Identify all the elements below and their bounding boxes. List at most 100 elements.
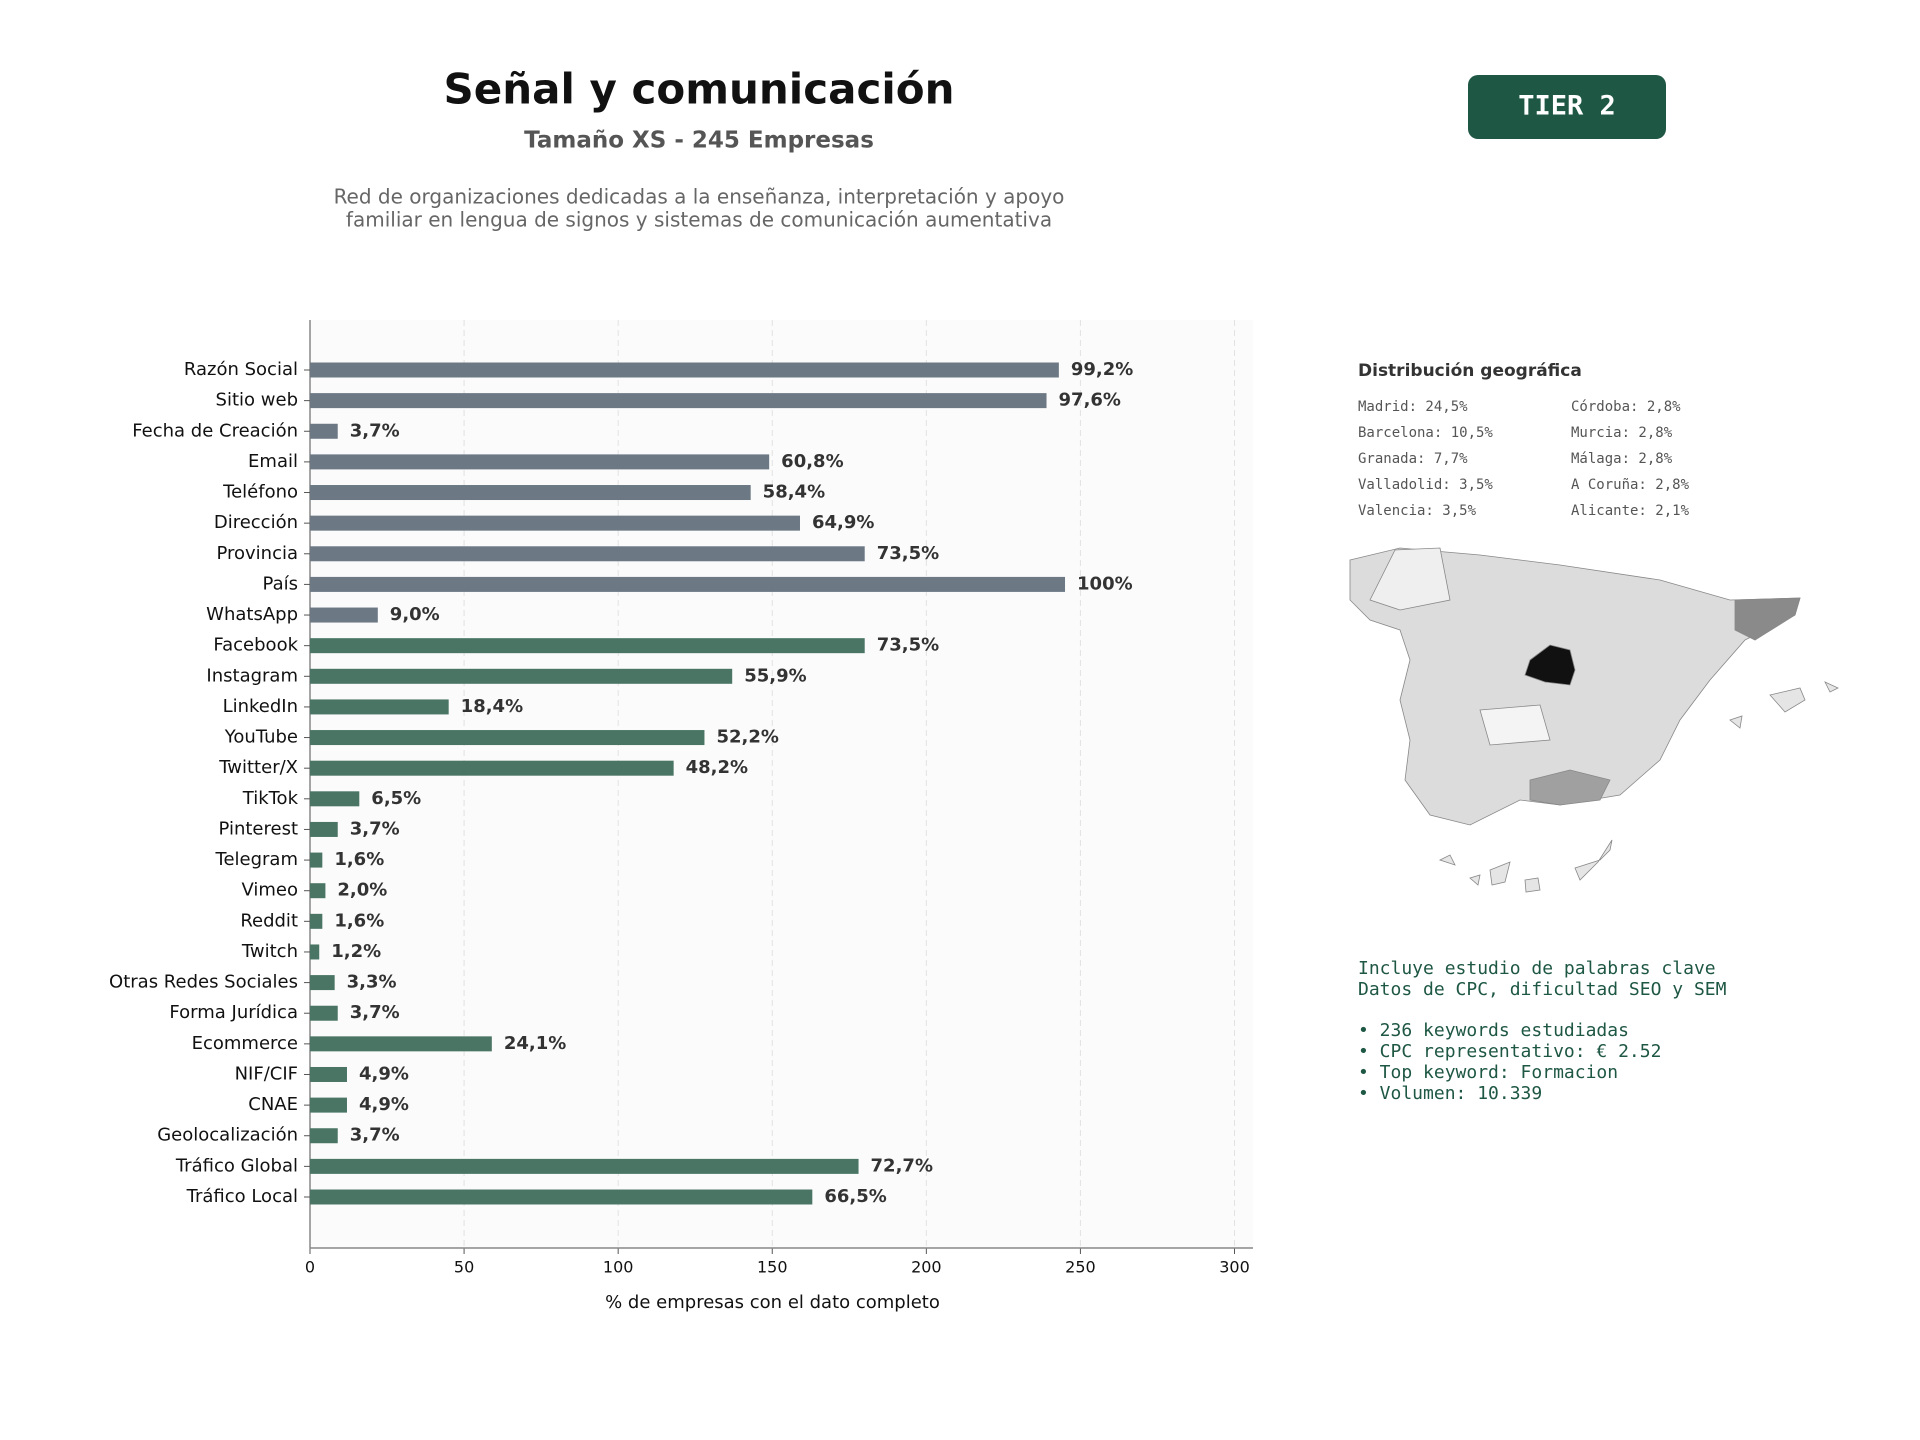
geo-item: Córdoba: 2,8% <box>1571 399 1681 415</box>
bar <box>310 821 338 837</box>
bar <box>310 944 320 960</box>
bar <box>310 975 335 991</box>
bar <box>310 1128 338 1144</box>
y-tick-label: Facebook <box>213 635 298 656</box>
y-tick-label: Vimeo <box>241 880 298 901</box>
bar <box>310 668 733 684</box>
bar <box>310 546 865 562</box>
y-tick-label: Teléfono <box>222 482 298 503</box>
value-label: 48,2% <box>686 757 748 778</box>
bar <box>310 607 378 623</box>
geo-item: Barcelona: 10,5% <box>1358 425 1493 441</box>
y-tick-label: Tráfico Global <box>175 1155 298 1176</box>
bar <box>310 485 751 501</box>
y-tick-label: YouTube <box>224 727 298 748</box>
y-tick-label: CNAE <box>248 1094 298 1115</box>
y-tick-label: País <box>263 573 298 594</box>
value-label: 1,2% <box>331 941 381 962</box>
y-tick-label: Instagram <box>206 665 298 686</box>
value-label: 3,7% <box>350 818 400 839</box>
x-tick-label: 250 <box>1065 1258 1096 1277</box>
y-tick-label: LinkedIn <box>223 696 298 717</box>
y-tick-label: Provincia <box>216 543 298 564</box>
value-label: 24,1% <box>504 1033 566 1054</box>
geo-title: Distribución geográfica <box>1358 361 1582 381</box>
y-tick-label: Twitch <box>241 941 298 962</box>
x-tick-label: 200 <box>911 1258 942 1277</box>
keyword-bullet: • 236 keywords estudiadas <box>1358 1020 1629 1041</box>
plot-background <box>310 320 1253 1248</box>
geo-item: Granada: 7,7% <box>1358 451 1468 467</box>
y-tick-label: Twitter/X <box>218 757 298 778</box>
tier-label: TIER 2 <box>1518 91 1616 122</box>
value-label: 1,6% <box>334 849 384 870</box>
description: familiar en lengua de signos y sistemas … <box>346 208 1052 232</box>
keyword-note: Incluye estudio de palabras clave <box>1358 958 1716 979</box>
bar <box>310 362 1059 378</box>
y-tick-label: TikTok <box>242 788 299 809</box>
y-tick-label: NIF/CIF <box>235 1063 298 1084</box>
value-label: 9,0% <box>390 604 440 625</box>
keyword-bullet: • Top keyword: Formacion <box>1358 1062 1618 1083</box>
description: Red de organizaciones dedicadas a la ens… <box>334 185 1065 209</box>
map-island <box>1438 839 1613 893</box>
geo-item: A Coruña: 2,8% <box>1571 477 1690 493</box>
y-tick-label: Geolocalización <box>157 1125 298 1146</box>
value-label: 6,5% <box>371 788 421 809</box>
x-tick-label: 300 <box>1219 1258 1250 1277</box>
y-tick-label: Razón Social <box>184 359 298 380</box>
y-tick-label: WhatsApp <box>206 604 298 625</box>
map-region <box>1369 547 1451 611</box>
map-region <box>1524 644 1576 686</box>
value-label: 4,9% <box>359 1094 409 1115</box>
value-label: 1,6% <box>334 910 384 931</box>
value-label: 73,5% <box>877 543 939 564</box>
value-label: 100% <box>1077 573 1133 594</box>
bar <box>310 454 770 470</box>
map-region <box>1529 769 1611 806</box>
x-tick-label: 150 <box>757 1258 788 1277</box>
map <box>1349 547 1839 893</box>
bar <box>310 852 323 868</box>
geo-item: Alicante: 2,1% <box>1571 503 1690 519</box>
keyword-bullet: • CPC representativo: € 2.52 <box>1358 1041 1661 1062</box>
map-island <box>1729 715 1743 729</box>
bar <box>310 1097 347 1113</box>
map-island <box>1769 687 1806 713</box>
bar <box>310 423 338 439</box>
chart-title: Señal y comunicación <box>444 65 955 114</box>
keyword-note: Datos de CPC, dificultad SEO y SEM <box>1358 979 1727 1000</box>
y-tick-label: Reddit <box>240 910 298 931</box>
value-label: 66,5% <box>824 1186 886 1207</box>
value-label: 55,9% <box>744 665 806 686</box>
value-label: 58,4% <box>763 482 825 503</box>
bar <box>310 1066 347 1082</box>
value-label: 3,7% <box>350 1125 400 1146</box>
y-tick-label: Forma Jurídica <box>169 1002 298 1023</box>
y-tick-label: Fecha de Creación <box>132 420 298 441</box>
y-tick-label: Pinterest <box>218 818 298 839</box>
geo-item: Valladolid: 3,5% <box>1358 477 1493 493</box>
geo-item: Valencia: 3,5% <box>1358 503 1477 519</box>
bar <box>310 1189 813 1205</box>
value-label: 3,7% <box>350 1002 400 1023</box>
bar <box>310 730 705 746</box>
y-tick-label: Telegram <box>215 849 298 870</box>
y-tick-label: Otras Redes Sociales <box>109 972 298 993</box>
bar <box>310 913 323 929</box>
bar <box>310 699 449 715</box>
value-label: 97,6% <box>1059 390 1121 411</box>
value-label: 18,4% <box>461 696 523 717</box>
x-axis-label: % de empresas con el dato completo <box>605 1292 940 1313</box>
bar <box>310 1158 859 1174</box>
y-tick-label: Email <box>248 451 298 472</box>
value-label: 52,2% <box>716 727 778 748</box>
value-label: 72,7% <box>871 1155 933 1176</box>
x-tick-label: 100 <box>603 1258 634 1277</box>
chart-subtitle: Tamaño XS - 245 Empresas <box>524 128 874 154</box>
geo-item: Málaga: 2,8% <box>1571 451 1673 467</box>
map-region <box>1734 597 1801 641</box>
bar <box>310 393 1047 409</box>
